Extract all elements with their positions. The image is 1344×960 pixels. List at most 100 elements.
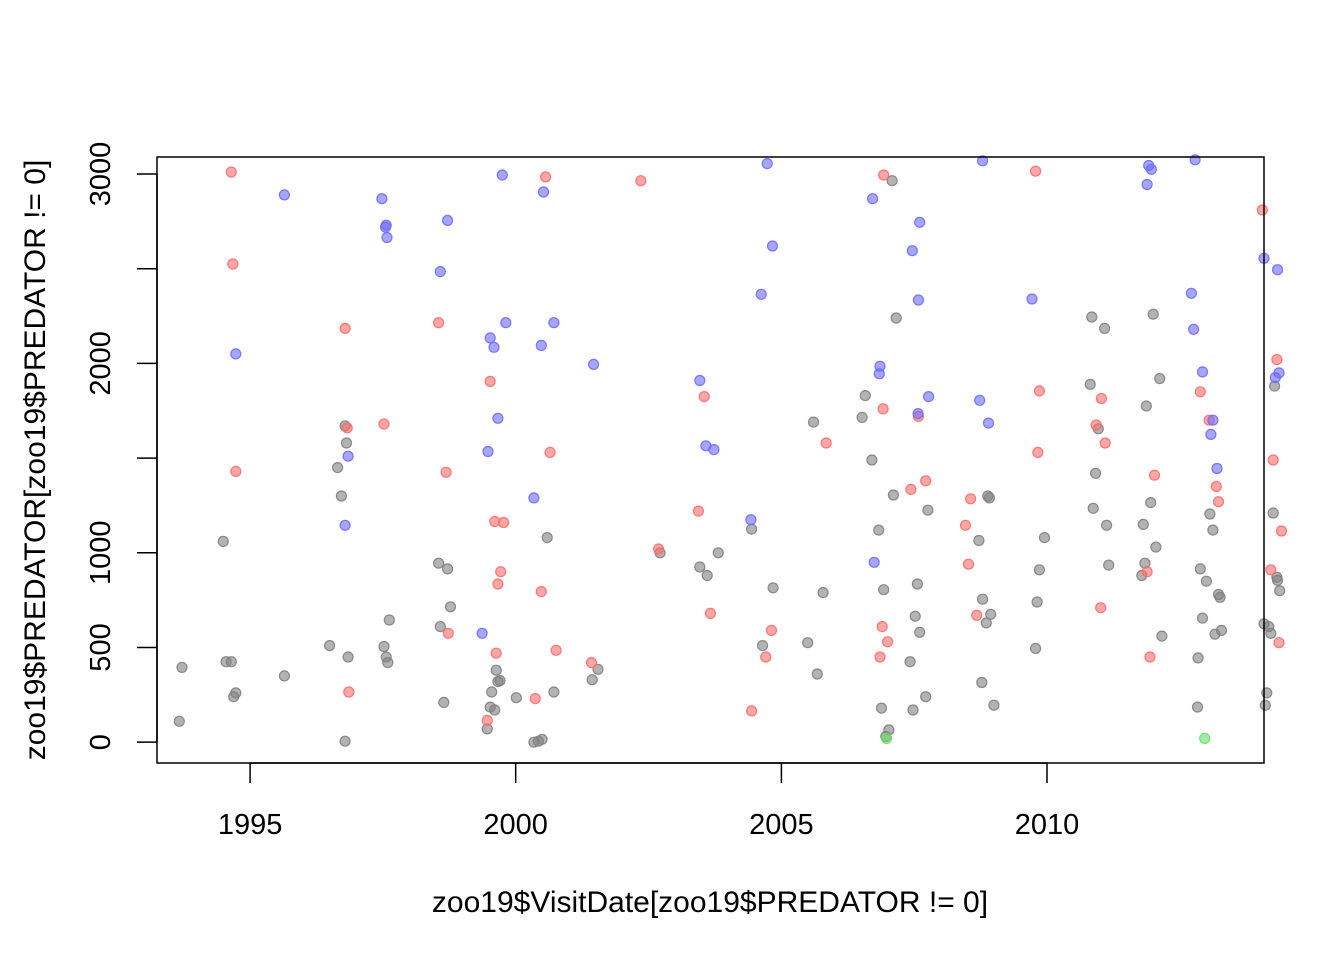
data-point-blue bbox=[500, 317, 512, 329]
data-point-red bbox=[490, 647, 502, 659]
data-point-gray bbox=[1089, 467, 1102, 479]
data-point-red bbox=[1271, 354, 1283, 366]
data-point-blue bbox=[745, 514, 757, 526]
data-point-red bbox=[698, 391, 710, 403]
x-axis-title: zoo19$VisitDate[zoo19$PREDATOR != 0] bbox=[432, 886, 988, 919]
data-point-gray bbox=[985, 608, 997, 620]
data-point-gray bbox=[335, 490, 347, 502]
data-point-red bbox=[484, 375, 496, 387]
data-point-gray bbox=[856, 411, 868, 423]
data-point-blue bbox=[278, 189, 290, 201]
data-point-gray bbox=[976, 676, 988, 689]
data-point-blue bbox=[912, 408, 924, 420]
data-point-blue bbox=[484, 332, 496, 344]
data-point-gray bbox=[873, 524, 885, 536]
data-point-blue bbox=[1211, 462, 1223, 475]
data-point-gray bbox=[382, 656, 394, 669]
data-point-red bbox=[1194, 386, 1206, 398]
data-point-blue bbox=[922, 391, 935, 403]
data-point-gray bbox=[1140, 400, 1152, 412]
data-point-blue bbox=[492, 412, 504, 424]
y-tick-label: 2000 bbox=[85, 331, 117, 396]
data-point-red bbox=[964, 493, 977, 505]
data-point-gray bbox=[339, 735, 351, 747]
data-point-blue bbox=[976, 155, 989, 167]
data-point-blue bbox=[548, 317, 560, 329]
data-point-red bbox=[704, 607, 717, 620]
y-axis: 0 500 1000 2000 3000 bbox=[85, 142, 158, 750]
data-point-gray bbox=[890, 312, 902, 324]
data-point-gray bbox=[489, 704, 501, 716]
data-point-blue bbox=[1196, 366, 1209, 378]
data-point-red bbox=[878, 169, 890, 181]
data-point-red bbox=[905, 483, 917, 495]
data-point-red bbox=[765, 624, 778, 637]
data-point-red bbox=[544, 446, 556, 458]
data-point-blue bbox=[587, 358, 600, 370]
data-point-gray bbox=[548, 686, 560, 698]
data-point-blue bbox=[342, 450, 354, 462]
data-point-blue bbox=[866, 193, 879, 205]
data-point-red bbox=[225, 166, 237, 178]
data-point-gray bbox=[1207, 524, 1219, 536]
y-tick-label: 0 bbox=[85, 734, 117, 750]
data-point-gray bbox=[859, 390, 871, 402]
data-point-gray bbox=[1087, 502, 1099, 514]
data-point-blue bbox=[906, 245, 918, 257]
data-point-blue bbox=[1273, 367, 1285, 379]
data-point-gray bbox=[767, 582, 779, 594]
data-point-gray bbox=[1214, 591, 1226, 603]
y-tick-label: 1000 bbox=[85, 521, 117, 586]
data-points bbox=[173, 154, 1288, 748]
data-point-red bbox=[877, 403, 889, 415]
data-point-red bbox=[341, 422, 353, 434]
data-point-gray bbox=[973, 534, 985, 547]
data-point-red bbox=[481, 714, 493, 727]
data-point-red bbox=[874, 651, 886, 663]
data-point-gray bbox=[586, 674, 598, 686]
data-point-gray bbox=[811, 668, 823, 680]
data-point-red bbox=[378, 418, 390, 430]
data-point-gray bbox=[983, 492, 996, 504]
data-point-red bbox=[492, 578, 504, 590]
data-point-red bbox=[1095, 602, 1107, 614]
data-point-gray bbox=[1031, 596, 1043, 608]
data-point-gray bbox=[433, 557, 445, 569]
data-point-gray bbox=[701, 569, 713, 582]
data-point-red bbox=[529, 692, 541, 705]
data-point-blue bbox=[537, 186, 550, 198]
data-point-red bbox=[881, 636, 894, 648]
data-point-gray bbox=[1038, 531, 1051, 544]
data-point-gray bbox=[486, 686, 498, 698]
data-point-blue bbox=[708, 444, 720, 456]
plot-frame bbox=[156, 156, 1265, 764]
data-point-gray bbox=[1086, 311, 1098, 323]
data-point-gray bbox=[176, 661, 188, 674]
data-point-blue bbox=[982, 417, 995, 429]
data-point-gray bbox=[592, 663, 604, 675]
data-point-blue bbox=[434, 266, 446, 278]
data-point-gray bbox=[712, 547, 724, 559]
data-point-gray bbox=[886, 175, 898, 187]
data-point-gray bbox=[1033, 564, 1046, 576]
data-point-gray bbox=[173, 715, 185, 727]
data-point-blue bbox=[766, 240, 779, 252]
data-point-gray bbox=[1029, 642, 1042, 655]
data-point-blue bbox=[488, 341, 500, 353]
data-point-gray bbox=[1191, 701, 1204, 713]
data-point-gray bbox=[907, 704, 919, 716]
data-point-red bbox=[959, 519, 972, 531]
data-point-red bbox=[745, 705, 758, 717]
data-point-gray bbox=[1145, 497, 1157, 509]
data-point-gray bbox=[1192, 652, 1204, 664]
data-point-red bbox=[1095, 392, 1108, 405]
data-point-red bbox=[343, 686, 355, 698]
data-point-blue bbox=[761, 158, 773, 170]
data-point-gray bbox=[1215, 624, 1228, 637]
data-point-red bbox=[920, 475, 932, 487]
data-point-gray bbox=[1150, 541, 1162, 553]
data-point-red bbox=[495, 566, 507, 578]
data-point-gray bbox=[807, 416, 820, 428]
data-point-gray bbox=[1267, 507, 1279, 519]
